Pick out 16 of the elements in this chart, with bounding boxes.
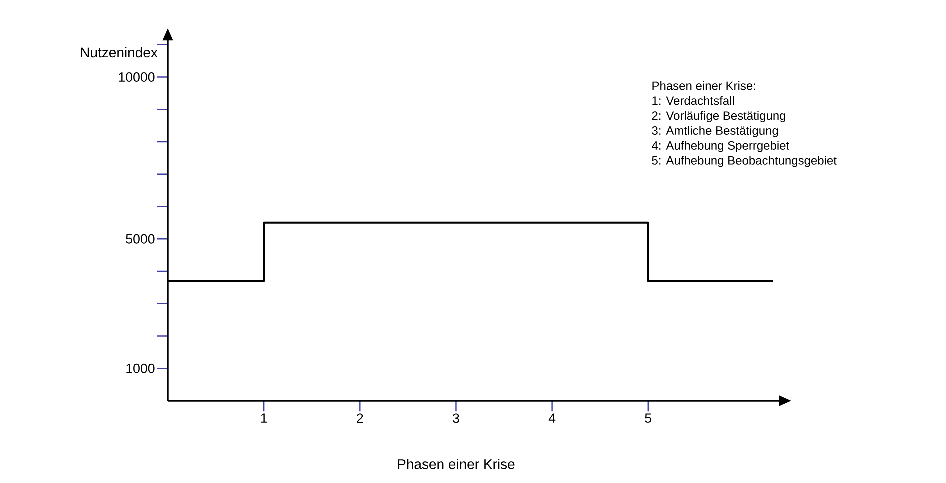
annotation: 4: Aufhebung Sperrgebiet [652, 141, 790, 152]
x-tick-label: 4 [548, 414, 556, 423]
y-axis-title: Nutzenindex [81, 47, 158, 58]
y-tick-label: 5000 [126, 234, 155, 244]
y-tick-label: 1000 [126, 364, 155, 374]
annotation: 3: Amtliche Bestätigung [652, 126, 778, 138]
x-axis-title: Phasen einer Krise [398, 459, 515, 470]
annotation: Phasen einer Krise: [652, 81, 756, 90]
x-tick-label: 2 [357, 414, 364, 424]
annotation: 1: Verdachtsfall [652, 96, 734, 106]
x-tick-label: 3 [453, 414, 460, 424]
y-tick-label: 10000 [119, 72, 155, 82]
annotation: 5: Aufhebung Beobachtungsgebiet [652, 156, 837, 168]
x-tick-label: 5 [645, 414, 652, 424]
x-tick-label: 1 [261, 414, 268, 423]
annotation: 2: Vorläufige Bestätigung [652, 111, 786, 122]
